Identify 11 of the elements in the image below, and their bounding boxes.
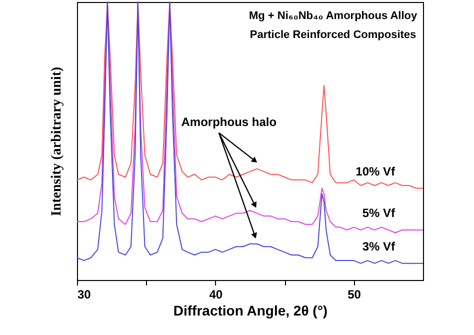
series-label: 5% Vf xyxy=(362,206,396,220)
x-axis-title: Diffraction Angle, 2θ (°) xyxy=(173,302,328,318)
annotation: Amorphous halo xyxy=(181,114,277,129)
series-label: 10% Vf xyxy=(356,164,396,178)
x-tick-label: 40 xyxy=(209,288,223,302)
x-tick-label: 30 xyxy=(78,288,92,302)
y-axis-title: Intensity (arbitrary unit) xyxy=(50,66,64,216)
annotation: Particle Reinforced Composites xyxy=(250,29,416,41)
series-label: 3% Vf xyxy=(362,239,396,254)
x-tick-label: 50 xyxy=(348,288,362,302)
annotation: Mg + Ni₆₀Nb₄₀ Amorphous Alloy xyxy=(248,10,418,22)
